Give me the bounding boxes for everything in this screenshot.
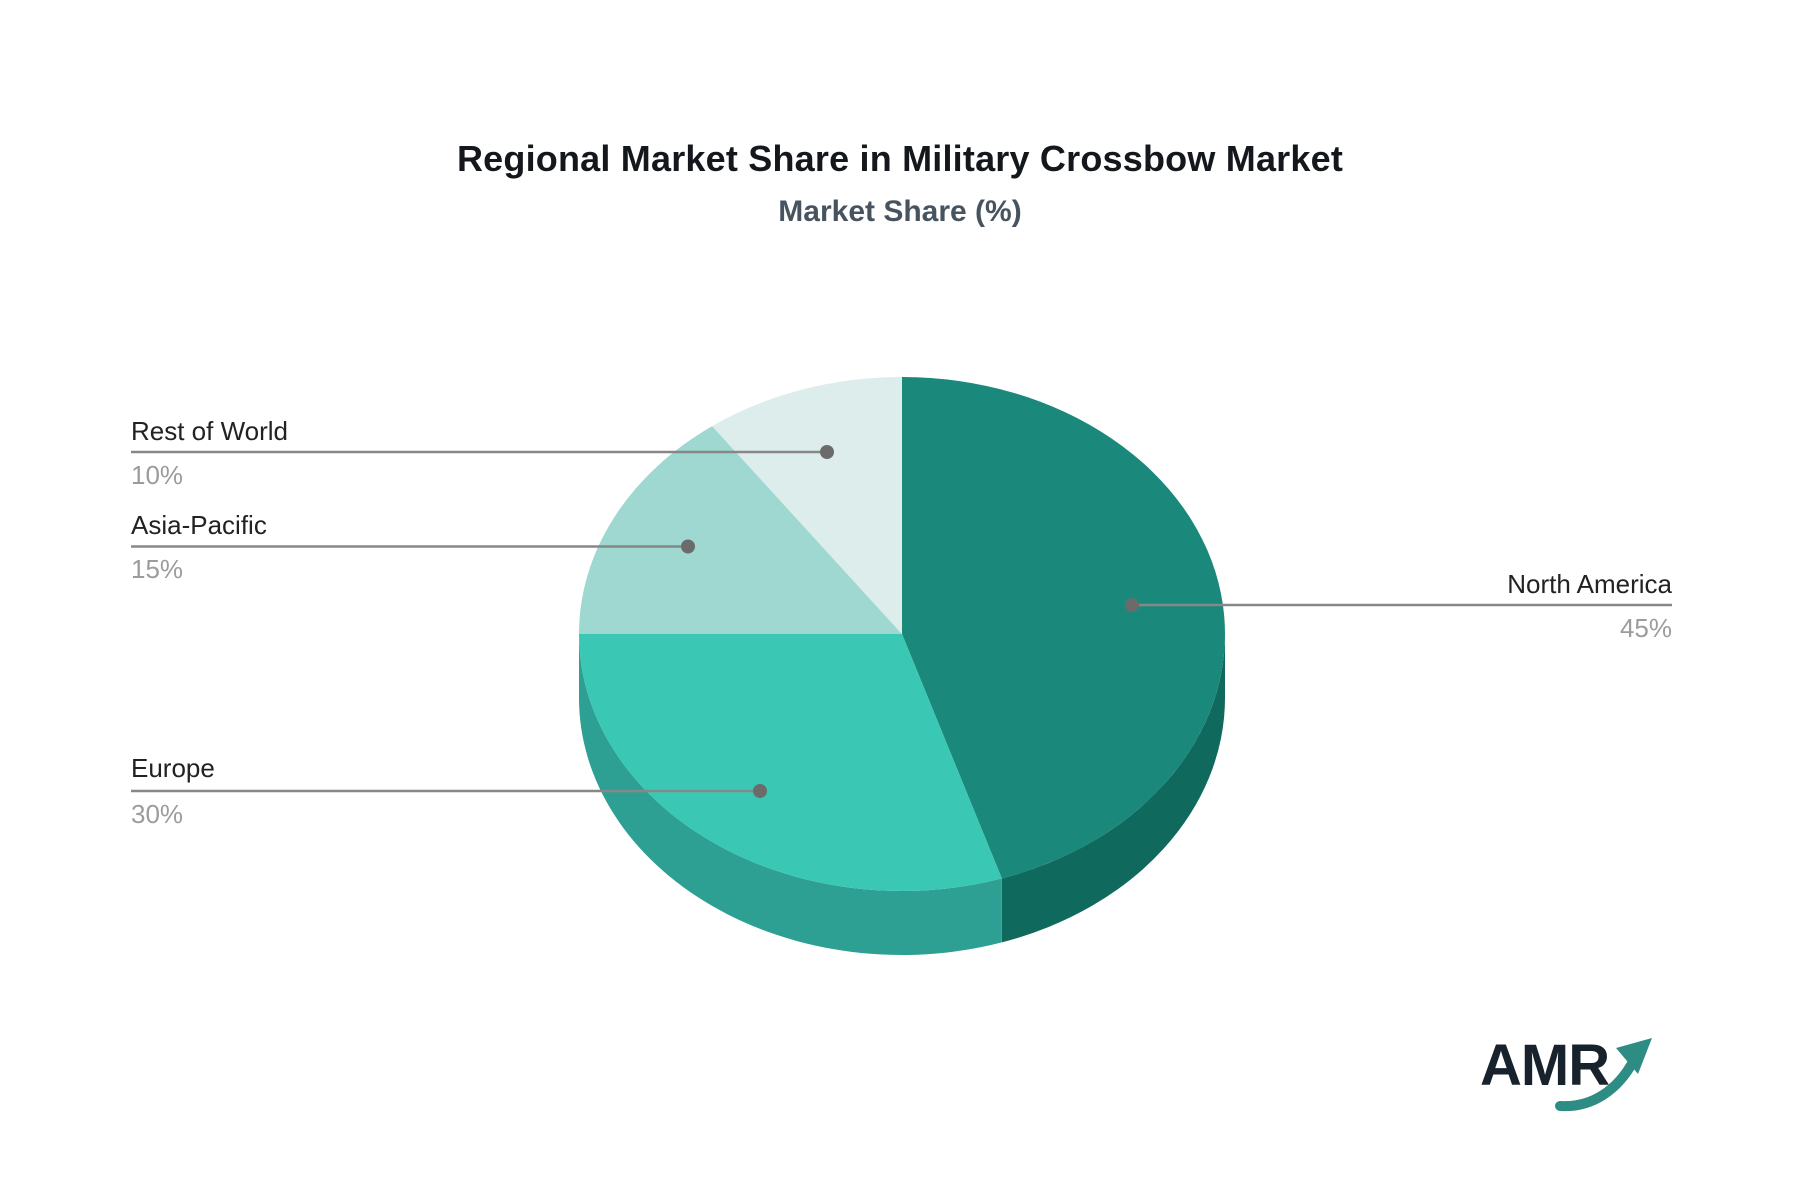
value-asia-pacific: 15%: [131, 554, 184, 584]
pie-slice-side-north-america: [1001, 634, 1225, 943]
pie-slice-europe[interactable]: [579, 634, 1002, 892]
leader-dot-asia-pacific: [681, 539, 695, 554]
amr-logo-text: AMR: [1480, 1033, 1610, 1098]
chart-subtitle: Market Share (%): [778, 195, 1022, 228]
value-rest-of-world: 10%: [131, 460, 184, 490]
pie-slice-rest-of-world[interactable]: [712, 377, 902, 634]
pie-slice-asia-pacific[interactable]: [579, 426, 902, 634]
leader-lines: [131, 445, 1672, 798]
label-europe: Europe: [131, 753, 215, 783]
amr-logo-arrow-icon: [1555, 1038, 1652, 1112]
pie-slice-north-america[interactable]: [902, 377, 1225, 879]
label-asia-pacific: Asia-Pacific: [131, 510, 267, 540]
leader-dot-north-america: [1125, 598, 1139, 612]
label-north-america: North America: [1507, 569, 1672, 599]
pie-slice-side-europe: [579, 634, 1002, 955]
value-north-america: 45%: [1619, 613, 1672, 643]
pie-3d-sides: [579, 634, 1225, 955]
value-europe: 30%: [131, 799, 184, 829]
label-rest-of-world: Rest of World: [131, 416, 289, 446]
chart-title: Regional Market Share in Military Crossb…: [456, 138, 1344, 179]
leader-dot-rest-of-world: [820, 445, 834, 459]
leader-dot-europe: [753, 784, 767, 798]
amr-logo: AMR: [1480, 1032, 1680, 1142]
pie-slices: [579, 377, 1225, 892]
